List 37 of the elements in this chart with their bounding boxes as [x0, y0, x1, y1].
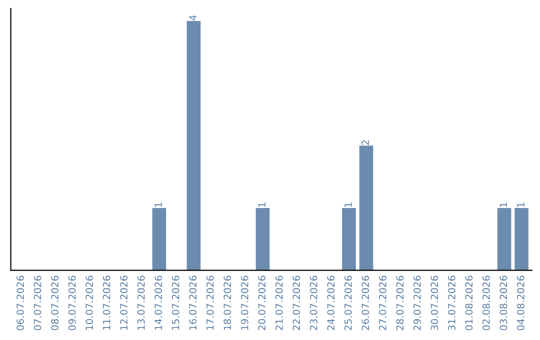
data-label: 2 — [362, 140, 369, 145]
data-label: 1 — [344, 202, 352, 207]
x-tick-label: 22.07.2026 — [292, 276, 300, 330]
x-tick-label: 18.07.2026 — [224, 276, 232, 330]
x-tick-label: 17.07.2026 — [206, 276, 214, 330]
data-label: 1 — [517, 202, 524, 207]
x-tick-label: 01.08.2026 — [465, 276, 473, 330]
x-tick-label: 28.07.2026 — [396, 276, 404, 330]
x-tick-label: 11.07.2026 — [102, 276, 110, 330]
x-tick-label: 14.07.2026 — [154, 276, 162, 330]
x-tick-label: 13.07.2026 — [137, 276, 145, 330]
x-tick-label: 29.07.2026 — [413, 276, 421, 330]
x-tick-label: 16.07.2026 — [189, 276, 197, 330]
x-tick-label: 06.07.2026 — [16, 276, 24, 330]
x-tick-label: 26.07.2026 — [362, 276, 370, 330]
x-tick-label: 10.07.2026 — [86, 276, 93, 330]
x-tick-label: 31.07.2026 — [448, 276, 456, 330]
data-label: 4 — [189, 15, 196, 20]
x-tick-label: 30.07.2026 — [430, 276, 438, 330]
x-tick-label: 09.07.2026 — [68, 276, 76, 330]
x-tick-label: 04.08.2026 — [517, 276, 524, 330]
x-tick-label: 19.07.2026 — [240, 276, 248, 330]
x-tick-label: 02.08.2026 — [482, 276, 490, 330]
data-label: 1 — [500, 202, 507, 207]
x-tick-label: 20.07.2026 — [258, 276, 266, 330]
data-label: 1 — [154, 202, 162, 207]
x-tick-label: 21.07.2026 — [275, 276, 283, 330]
x-tick-label: 23.07.2026 — [310, 276, 318, 330]
x-tick-label: 08.07.2026 — [51, 276, 58, 330]
x-tick-label: 03.08.2026 — [500, 276, 508, 330]
x-tick-label: 25.07.2026 — [344, 276, 352, 330]
x-tick-label: 27.07.2026 — [378, 276, 386, 330]
data-label: 1 — [258, 202, 266, 207]
x-tick-label: 07.07.2026 — [34, 276, 42, 330]
x-tick-label: 24.07.2026 — [327, 276, 335, 330]
x-tick-label: 15.07.2026 — [172, 276, 180, 330]
x-tick-label: 12.07.2026 — [120, 276, 128, 330]
